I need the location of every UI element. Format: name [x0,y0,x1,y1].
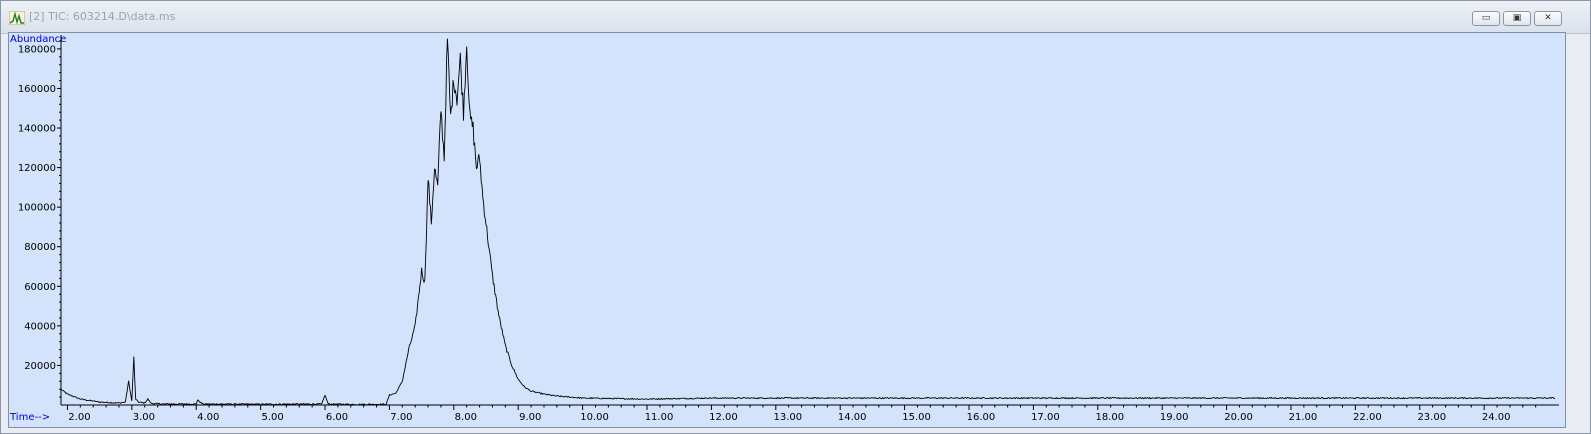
x-tick-label-0: 2.00 [68,412,90,423]
y-tick-label-8: 180000 [18,44,56,55]
chart-series [60,38,1556,406]
chart-axes [60,35,1559,406]
x-tick-label-3: 5.00 [261,412,283,423]
restore-button[interactable]: ▣ [1503,11,1531,26]
x-tick-label-13: 15.00 [902,412,931,423]
x-tick-label-10: 12.00 [709,412,738,423]
y-tick-label-5: 120000 [18,163,56,174]
y-tick-label-3: 80000 [24,242,56,253]
y-tick-label-1: 40000 [24,321,56,332]
x-tick-label-18: 20.00 [1224,412,1253,423]
x-tick-label-21: 23.00 [1417,412,1446,423]
x-tick-label-9: 11.00 [645,412,674,423]
x-tick-label-4: 6.00 [326,412,348,423]
x-tick-label-1: 3.00 [133,412,155,423]
minimize-button[interactable]: ▭ [1472,11,1500,26]
x-axis-label: Time--> [9,412,50,423]
series-0-trace [60,38,1556,406]
tic-chart: Abundance Time--> 20000 40000 60000 80000 10… [9,34,1559,423]
x-tick-label-12: 14.00 [838,412,867,423]
x-tick-label-19: 21.00 [1289,412,1318,423]
chromatogram-app-icon [9,11,25,25]
y-tick-label-2: 60000 [24,282,56,293]
plot-area[interactable]: Abundance Time--> 20000 40000 60000 80000 10… [8,32,1566,428]
y-tick-label-0: 20000 [24,361,56,372]
y-tick-label-7: 160000 [18,84,56,95]
x-tick-label-15: 17.00 [1031,412,1060,423]
x-tick-label-14: 16.00 [967,412,996,423]
x-tick-label-22: 24.00 [1482,412,1511,423]
x-tick-label-8: 10.00 [580,412,609,423]
x-tick-label-11: 13.00 [773,412,802,423]
x-tick-label-6: 8.00 [455,412,477,423]
x-tick-label-17: 19.00 [1160,412,1189,423]
x-tick-label-5: 7.00 [390,412,412,423]
window-title: [2] TIC: 603214.D\data.ms [29,10,176,23]
chart-ticks: 20000 40000 60000 80000 100000 120000 140000 16… [18,40,1537,423]
x-tick-label-16: 18.00 [1095,412,1124,423]
x-tick-label-7: 9.00 [519,412,541,423]
y-tick-label-4: 100000 [18,203,56,214]
x-tick-label-20: 22.00 [1353,412,1382,423]
x-tick-label-2: 4.00 [197,412,219,423]
close-button[interactable]: ✕ [1534,11,1562,26]
y-tick-label-6: 140000 [18,124,56,135]
title-bar[interactable]: [2] TIC: 603214.D\data.ms ▭ ▣ ✕ [1,1,1590,34]
y-axis-label: Abundance [10,34,66,45]
